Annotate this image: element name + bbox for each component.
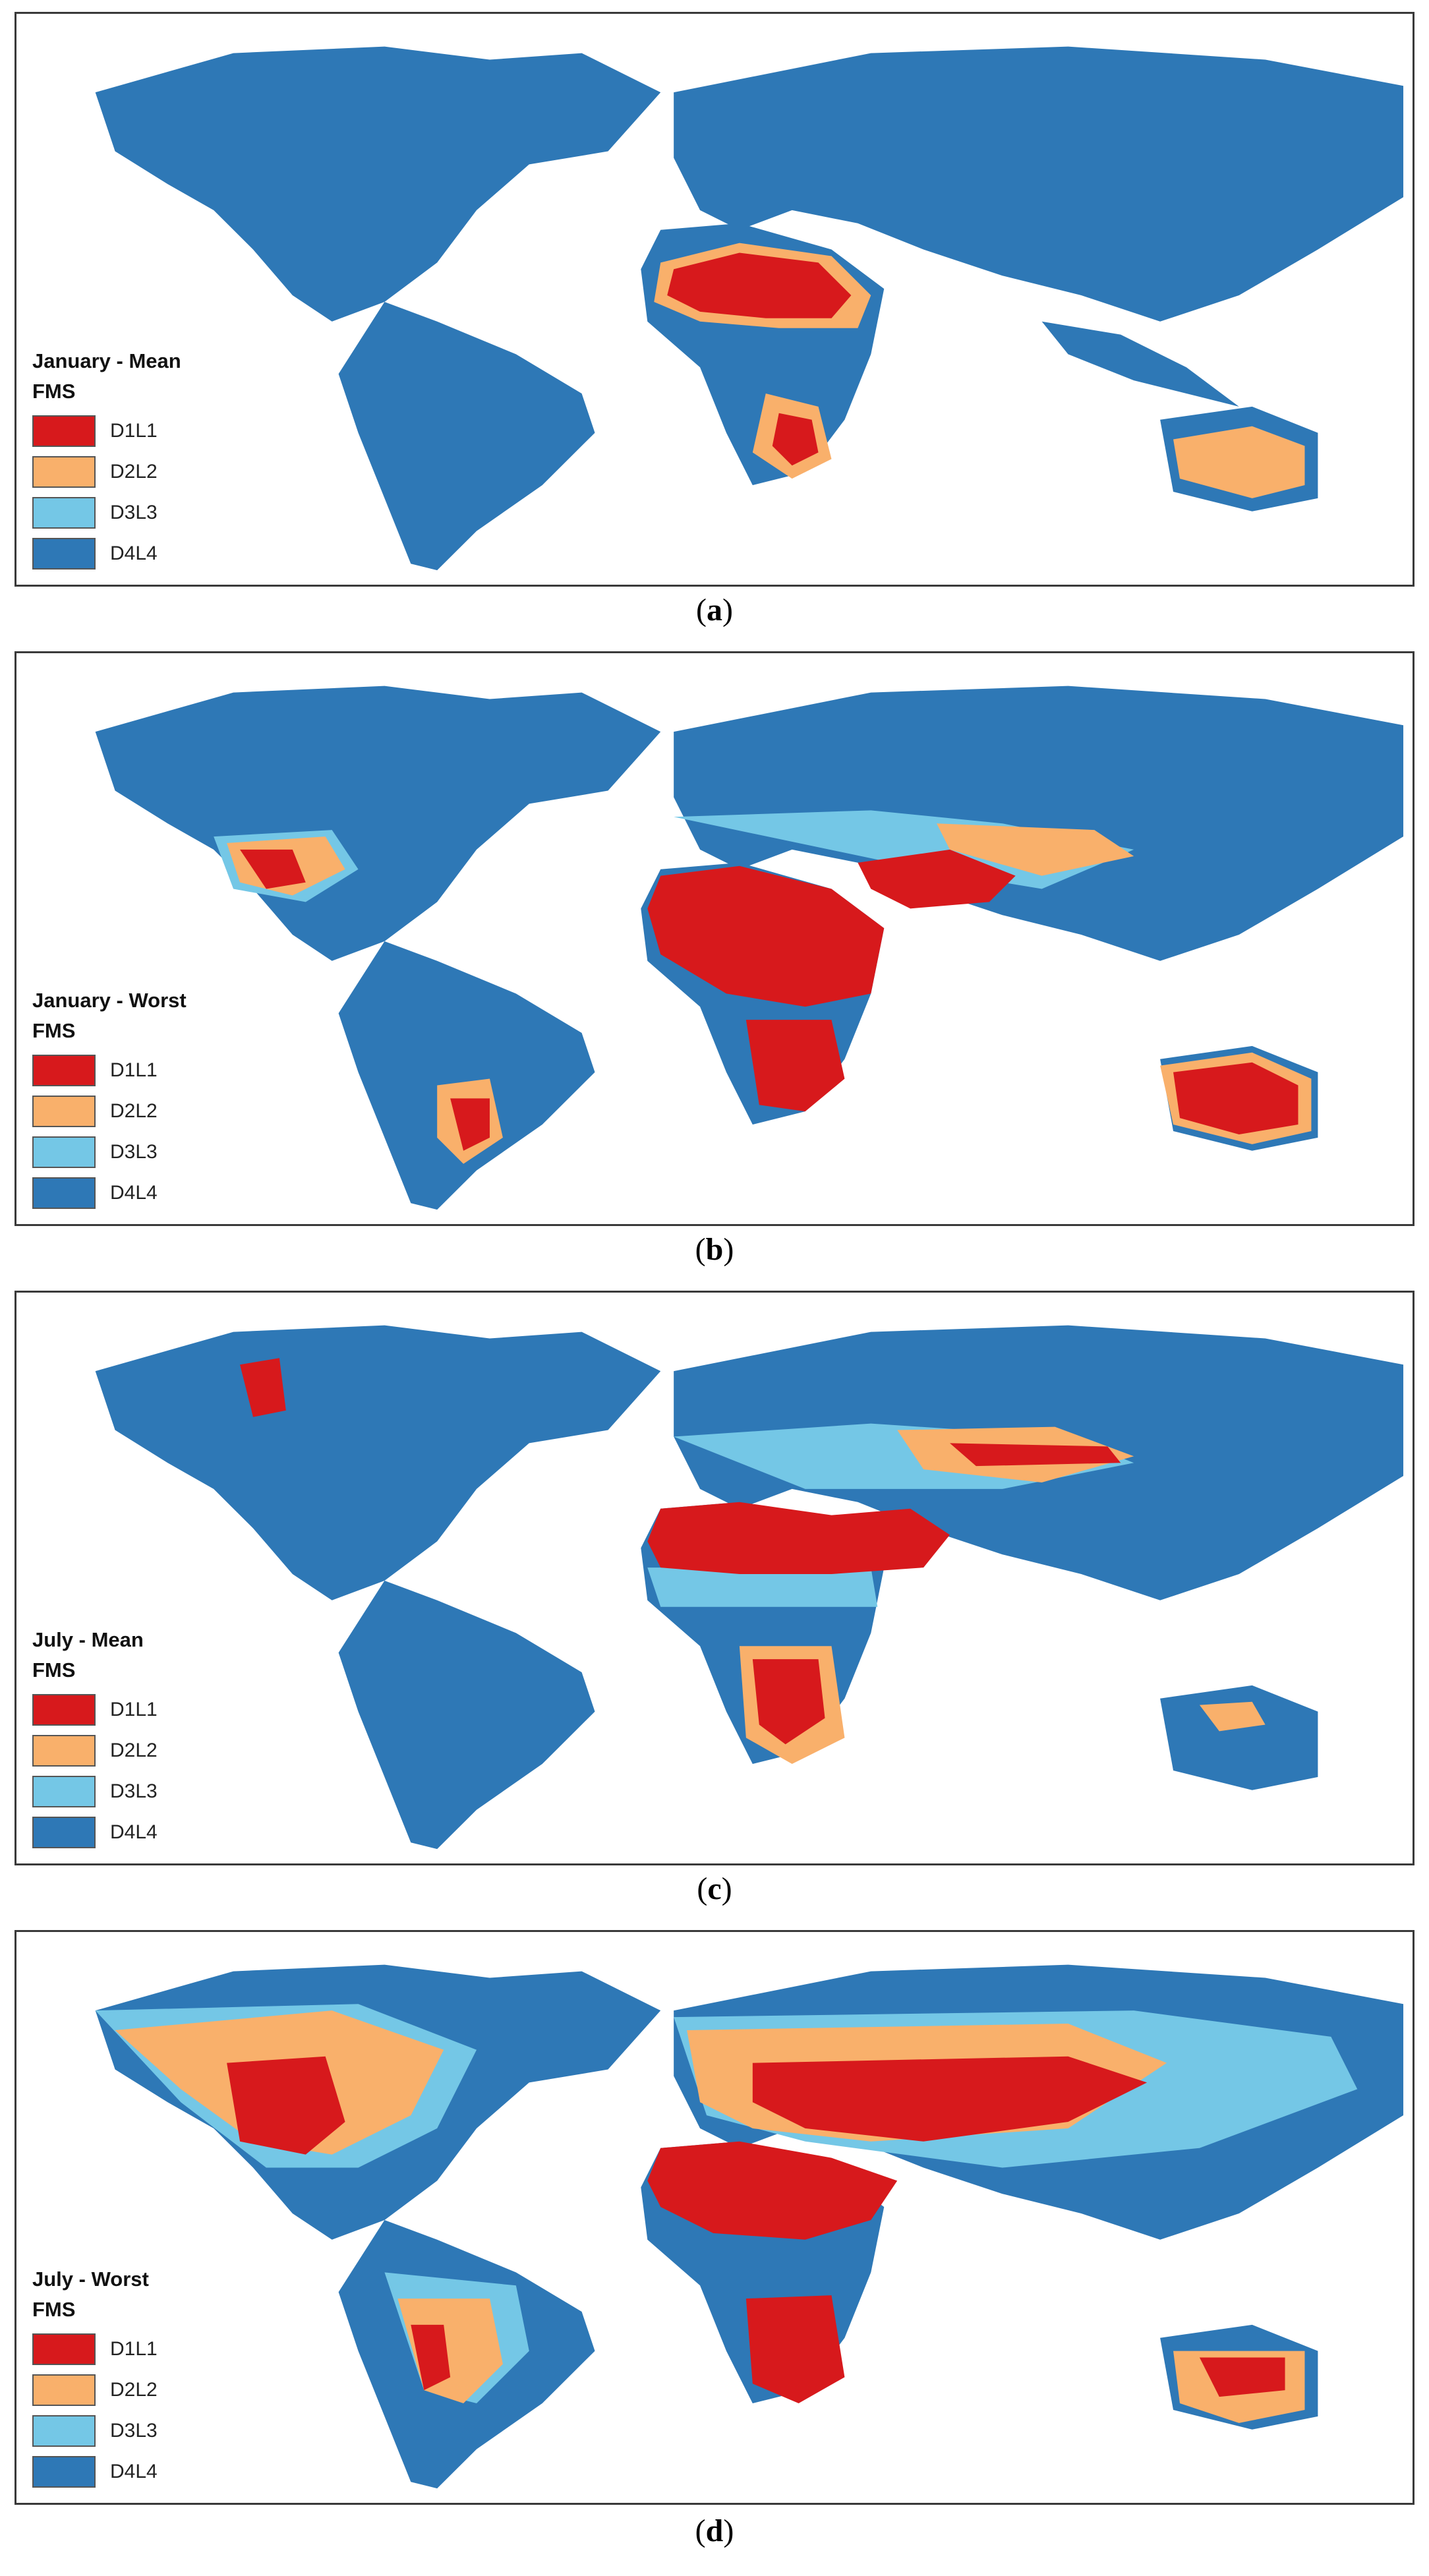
- legend-swatch: [32, 456, 96, 488]
- legend-label: D3L3: [110, 502, 158, 523]
- legend-swatch: [32, 1776, 96, 1807]
- legend-swatch: [32, 2333, 96, 2365]
- legend-item-d4l4: D4L4: [32, 1173, 187, 1214]
- world-map-a: [95, 46, 1404, 571]
- legend-item-d4l4: D4L4: [32, 2451, 158, 2492]
- legend-swatch: [32, 2415, 96, 2447]
- legend-c: July - Mean FMS D1L1 D2L2 D3L3 D4L4: [32, 1629, 158, 1853]
- legend-swatch: [32, 2374, 96, 2406]
- legend-item-d4l4: D4L4: [32, 533, 181, 574]
- legend-item-d3l3: D3L3: [32, 2411, 158, 2451]
- legend-title: July - Worst: [32, 2268, 149, 2291]
- legend-swatch: [32, 1694, 96, 1726]
- legend-item-d4l4: D4L4: [32, 1812, 158, 1853]
- regions-d1l1: [667, 252, 852, 466]
- legend-label: D2L2: [110, 2379, 158, 2401]
- legend-title: January - Worst: [32, 989, 187, 1012]
- map-panel-c: July - Mean FMS D1L1 D2L2 D3L3 D4L4: [15, 1291, 1414, 1865]
- legend-item-d1l1: D1L1: [32, 1050, 187, 1091]
- legend-swatch: [32, 497, 96, 529]
- legend-a: January - Mean FMS D1L1 D2L2 D3L3 D4L4: [32, 350, 181, 574]
- legend-subtitle: FMS: [32, 1658, 76, 1682]
- legend-label: D4L4: [110, 542, 158, 564]
- caption-c: (c): [697, 1871, 732, 1906]
- legend-label: D2L2: [110, 461, 158, 483]
- legend-label: D1L1: [110, 1699, 158, 1720]
- legend-b: January - Worst FMS D1L1 D2L2 D3L3 D4L4: [32, 989, 187, 1214]
- legend-item-d1l1: D1L1: [32, 1689, 158, 1730]
- legend-title: July - Mean: [32, 1628, 144, 1651]
- legend-label: D2L2: [110, 1100, 158, 1122]
- legend-subtitle: FMS: [32, 380, 76, 403]
- legend-item-d2l2: D2L2: [32, 1091, 187, 1132]
- legend-label: D1L1: [110, 420, 158, 442]
- legend-subtitle: FMS: [32, 2298, 76, 2321]
- legend-swatch: [32, 1055, 96, 1086]
- legend-swatch: [32, 1735, 96, 1767]
- caption-d: (d): [695, 2513, 734, 2548]
- legend-item-d2l2: D2L2: [32, 452, 181, 492]
- legend-label: D1L1: [110, 2338, 158, 2360]
- legend-label: D4L4: [110, 2461, 158, 2482]
- legend-swatch: [32, 415, 96, 447]
- legend-item-d3l3: D3L3: [32, 1132, 187, 1173]
- world-map-b: [95, 686, 1404, 1210]
- legend-label: D3L3: [110, 1141, 158, 1163]
- regions-d1l1: [240, 849, 1298, 1151]
- world-map-c: [95, 1325, 1404, 1850]
- legend-item-d3l3: D3L3: [32, 1771, 158, 1812]
- caption-a: (a): [696, 593, 733, 628]
- legend-swatch: [32, 538, 96, 570]
- legend-label: D4L4: [110, 1182, 158, 1204]
- legend-title: January - Mean: [32, 349, 181, 372]
- map-panel-d: July - Worst FMS D1L1 D2L2 D3L3 D4L4: [15, 1930, 1414, 2505]
- legend-label: D1L1: [110, 1059, 158, 1081]
- map-panel-a: January - Mean FMS D1L1 D2L2 D3L3 D4L4: [15, 12, 1414, 587]
- legend-label: D2L2: [110, 1740, 158, 1761]
- legend-swatch: [32, 1817, 96, 1848]
- regions-d1l1: [227, 2056, 1285, 2404]
- map-panel-b: January - Worst FMS D1L1 D2L2 D3L3 D4L4: [15, 651, 1414, 1226]
- legend-label: D3L3: [110, 2420, 158, 2442]
- legend-swatch: [32, 2456, 96, 2488]
- caption-b: (b): [695, 1232, 734, 1267]
- legend-subtitle: FMS: [32, 1019, 76, 1042]
- legend-swatch: [32, 1136, 96, 1168]
- legend-item-d3l3: D3L3: [32, 492, 181, 533]
- regions-d1l1: [240, 1358, 1121, 1745]
- world-map-d: [95, 1964, 1404, 2489]
- legend-item-d2l2: D2L2: [32, 2370, 158, 2411]
- legend-swatch: [32, 1177, 96, 1209]
- legend-swatch: [32, 1096, 96, 1127]
- legend-label: D4L4: [110, 1821, 158, 1843]
- legend-item-d1l1: D1L1: [32, 411, 181, 452]
- legend-item-d2l2: D2L2: [32, 1730, 158, 1771]
- legend-label: D3L3: [110, 1780, 158, 1802]
- legend-d: July - Worst FMS D1L1 D2L2 D3L3 D4L4: [32, 2268, 158, 2492]
- legend-item-d1l1: D1L1: [32, 2329, 158, 2370]
